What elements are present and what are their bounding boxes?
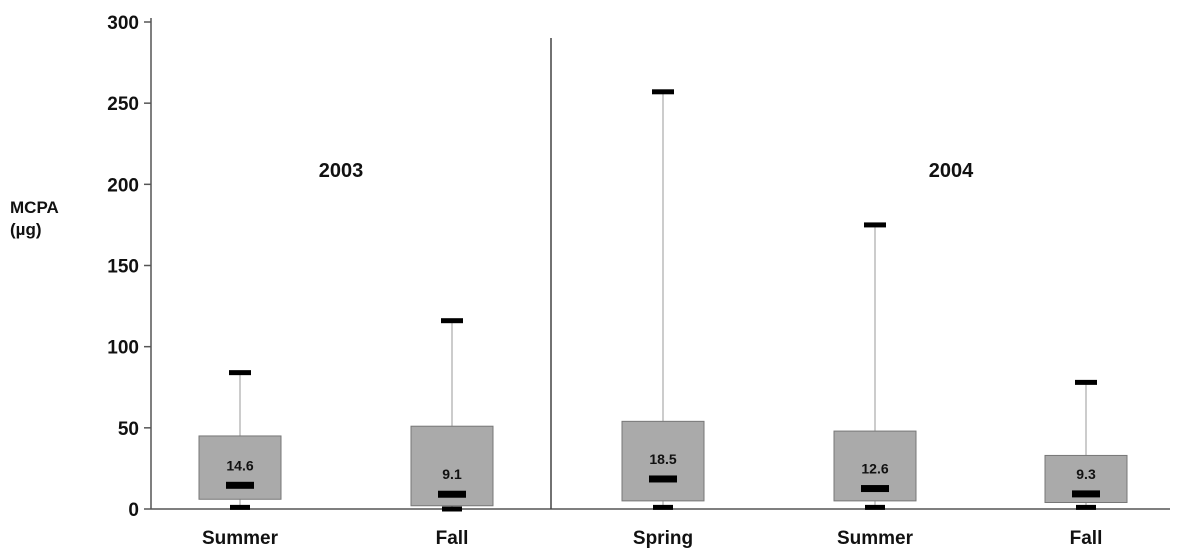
min-marker: [865, 504, 885, 510]
max-marker: [441, 318, 463, 324]
median-label: 12.6: [861, 461, 888, 477]
min-marker: [653, 504, 673, 510]
x-category-label: Fall: [1070, 528, 1103, 549]
min-marker: [442, 506, 462, 512]
y-axis-title-line2: (µg): [10, 220, 42, 239]
group-label-2004: 2004: [929, 160, 974, 182]
group-label-2003: 2003: [319, 160, 364, 182]
y-tick-label: 200: [107, 175, 139, 196]
median-marker: [1072, 490, 1100, 498]
median-marker: [226, 481, 254, 489]
iqr-box: [621, 420, 705, 502]
y-tick-label: 50: [118, 419, 139, 440]
max-marker: [864, 222, 886, 228]
median-label: 9.1: [442, 466, 462, 482]
min-marker: [1076, 504, 1096, 510]
max-marker: [1075, 379, 1097, 385]
x-category-label: Fall: [436, 528, 469, 549]
median-label: 18.5: [649, 451, 676, 467]
median-label: 9.3: [1076, 466, 1096, 482]
median-marker: [861, 485, 889, 493]
y-axis-title-line1: MCPA: [10, 198, 59, 217]
y-axis-title: MCPA (µg): [10, 197, 59, 241]
x-category-label: Summer: [837, 528, 914, 549]
min-marker: [230, 504, 250, 510]
y-tick-label: 250: [107, 94, 139, 115]
median-marker: [649, 475, 677, 483]
x-category-label: Summer: [202, 528, 279, 549]
y-tick-label: 100: [107, 338, 139, 359]
y-tick-label: 300: [107, 13, 139, 34]
y-tick-label: 0: [128, 500, 139, 521]
y-tick-label: 150: [107, 257, 139, 278]
max-marker: [229, 370, 251, 376]
x-category-label: Spring: [633, 528, 693, 549]
max-marker: [652, 89, 674, 95]
median-marker: [438, 490, 466, 498]
median-label: 14.6: [226, 457, 253, 473]
